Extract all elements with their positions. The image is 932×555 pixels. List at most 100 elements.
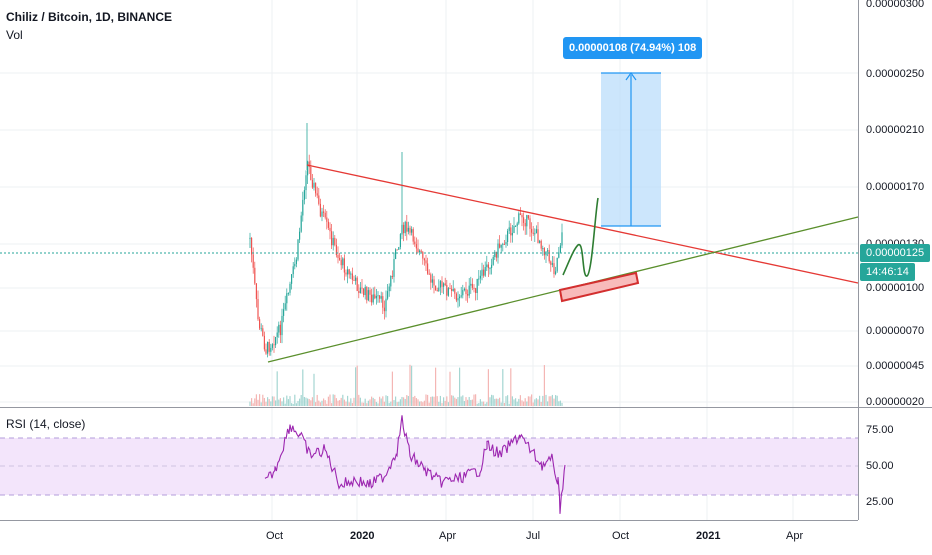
- candle-body: [513, 226, 515, 233]
- volume-bar: [427, 394, 429, 406]
- candle-body: [363, 288, 365, 296]
- candle-body: [404, 221, 406, 234]
- measure-arrow-head: [625, 71, 637, 81]
- candle-body: [375, 295, 377, 299]
- candle-body: [452, 288, 454, 291]
- candle-body: [382, 296, 384, 308]
- volume-bar: [316, 394, 318, 406]
- candle-body: [385, 298, 387, 312]
- candle-body: [387, 291, 389, 299]
- candle-body: [555, 271, 557, 275]
- volume-bar: [281, 401, 283, 406]
- candle-body: [379, 295, 381, 299]
- candle-body: [484, 267, 486, 276]
- volume-bar: [428, 402, 430, 406]
- volume-bar: [395, 396, 397, 406]
- projected-path[interactable]: [562, 197, 599, 277]
- candle-body: [491, 264, 493, 269]
- candle-body: [257, 299, 259, 320]
- candle-body: [447, 288, 449, 296]
- candle-body: [463, 288, 465, 291]
- candlesticks[interactable]: [249, 123, 563, 358]
- volume-legend[interactable]: Vol: [6, 28, 23, 42]
- volume-bar: [267, 397, 269, 406]
- candle-body: [543, 248, 545, 256]
- candle-body: [433, 279, 435, 286]
- time-tick: Jul: [526, 530, 541, 542]
- candle-body: [291, 274, 293, 284]
- candle-body: [500, 244, 502, 248]
- support-highlight-box[interactable]: [558, 271, 640, 303]
- volume-bar: [438, 401, 440, 406]
- rsi-legend[interactable]: RSI (14, close): [6, 417, 86, 431]
- candle-body: [350, 273, 352, 275]
- volume-bar: [412, 396, 414, 406]
- volume-bar: [471, 399, 473, 406]
- rsi-line[interactable]: [264, 415, 566, 514]
- candle-body: [471, 283, 473, 288]
- volume-bar: [484, 403, 486, 406]
- volume-bar: [305, 397, 307, 406]
- volume-bar: [463, 401, 465, 406]
- volume-bar: [409, 364, 411, 406]
- candle-body: [459, 296, 461, 299]
- volume-bar: [505, 396, 507, 406]
- volume-bar: [534, 399, 536, 406]
- volume-bar: [263, 397, 265, 406]
- volume-bar: [508, 403, 510, 406]
- volume-bar: [494, 398, 496, 406]
- candle-body: [499, 243, 501, 248]
- candle-body: [417, 248, 419, 253]
- price-tick: 0.00000210: [866, 124, 925, 136]
- candle-body: [364, 286, 366, 296]
- candle-body: [550, 261, 552, 265]
- candle-body: [340, 259, 342, 266]
- volume-bar: [323, 398, 325, 406]
- volume-bar: [524, 398, 526, 406]
- candle-body: [395, 249, 397, 260]
- resistance-trendline[interactable]: [306, 164, 859, 284]
- candle-body: [286, 293, 288, 304]
- candle-body: [537, 229, 539, 243]
- candle-body: [407, 227, 409, 232]
- price-tick: 0.00000020: [866, 396, 925, 408]
- candle-body: [278, 324, 280, 333]
- volume-bar: [436, 396, 438, 406]
- volume-bar: [334, 394, 336, 406]
- candle-body: [275, 337, 277, 346]
- volume-bar: [327, 396, 329, 406]
- candle-body: [318, 195, 320, 204]
- volume-bar: [300, 395, 302, 406]
- volume-bar: [415, 398, 417, 406]
- candle-body: [372, 294, 374, 303]
- candle-body: [556, 257, 558, 272]
- time-tick: Oct: [612, 530, 630, 542]
- candle-body: [470, 283, 472, 286]
- volume-bar: [387, 396, 389, 406]
- volume-bar: [403, 397, 405, 406]
- volume-bar: [561, 402, 563, 406]
- volume-bar: [284, 403, 286, 406]
- candle-body: [323, 211, 325, 213]
- time-tick: 2021: [696, 530, 721, 542]
- candle-body: [334, 237, 336, 245]
- candle-body: [465, 288, 467, 295]
- candle-body: [393, 259, 395, 277]
- volume-bar: [297, 400, 299, 406]
- volume-bar: [283, 397, 285, 406]
- candle-body: [548, 250, 550, 262]
- volume-bar: [302, 369, 304, 406]
- candle-body: [439, 281, 441, 288]
- candle-body: [414, 241, 416, 245]
- candle-body: [460, 295, 462, 297]
- candle-body: [547, 250, 549, 252]
- symbol-legend[interactable]: Chiliz / Bitcoin, 1D, BINANCE: [6, 10, 173, 24]
- price-tick: 0.00000045: [866, 360, 925, 372]
- candle-body: [358, 291, 360, 294]
- candle-body: [518, 213, 520, 224]
- volume-bar: [318, 400, 320, 406]
- volume-bar: [335, 398, 337, 406]
- volume-bar: [468, 396, 470, 406]
